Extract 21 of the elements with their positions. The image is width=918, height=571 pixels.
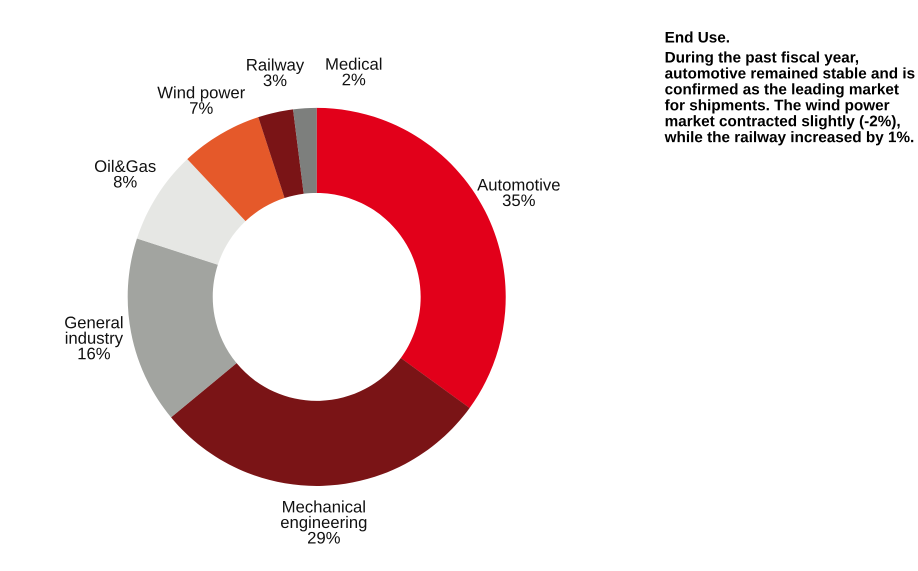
- data-label: 2%: [342, 74, 366, 86]
- donut-slice: [293, 108, 317, 194]
- data-label: 35%: [502, 194, 535, 206]
- text: End Use.: [666, 31, 729, 43]
- slice-label: Automotive: [477, 178, 560, 191]
- slice-label: Oil&Gas: [94, 160, 156, 172]
- data-label: 7%: [190, 102, 213, 114]
- slice-label: General industry: [65, 316, 124, 348]
- data-label: 29%: [308, 532, 340, 544]
- donut-slice: [258, 109, 304, 198]
- donut-slice: [171, 358, 470, 486]
- donut-slice: [128, 238, 237, 418]
- donut-slice: [187, 117, 285, 222]
- slice-label: Railway: [247, 58, 304, 74]
- slice-label: Wind power: [157, 86, 245, 102]
- data-label: 16%: [78, 348, 110, 360]
- data-label: 8%: [114, 176, 137, 188]
- data-label: 3%: [264, 74, 286, 86]
- slice-label: Mechanical engineering: [280, 500, 366, 532]
- slice-label: Medical: [326, 58, 382, 70]
- text: During the past fiscal year, automotive remained stable and is confirmed as the leading market for shipments. The wind power market contracted slightly (-2%), while the railway increased by 1%.: [664, 51, 914, 146]
